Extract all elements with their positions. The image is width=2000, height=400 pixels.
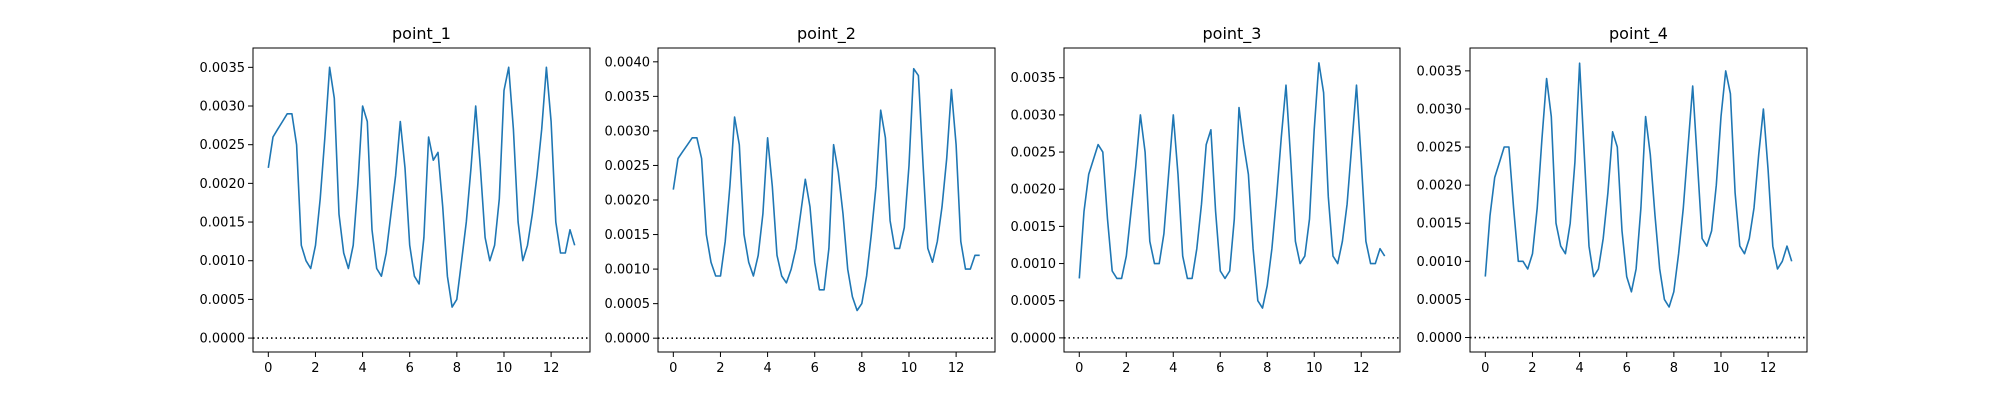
- y-tick-label: 0.0030: [200, 100, 246, 115]
- y-tick-label: 0.0030: [1011, 108, 1057, 123]
- y-tick-label: 0.0035: [200, 61, 246, 76]
- x-tick-label: 12: [1353, 361, 1370, 376]
- x-tick-label: 10: [901, 361, 918, 376]
- subplot-title: point_1: [392, 24, 451, 44]
- plot-area: 0 2 4 6 8 10 12 0.0000 0.0005 0.0010 0.0015 0.0020 0…: [605, 47, 996, 376]
- y-tick-label: 0.0030: [605, 124, 651, 139]
- y-tick-label: 0.0020: [1011, 183, 1057, 198]
- y-tick-label: 0.0025: [1417, 141, 1463, 156]
- y-tick-label: 0.0015: [605, 228, 651, 243]
- x-tick-label: 8: [858, 361, 866, 376]
- y-tick-label: 0.0025: [605, 159, 651, 174]
- x-tick-label: 8: [1263, 361, 1271, 376]
- subplot-point-4: point_4 0 2 4 6 8 10 12 0.0000 0.0005 0.0010 0.001…: [1417, 24, 1808, 376]
- y-tick-label: 0.0020: [1417, 179, 1463, 194]
- series-line: [267, 66, 576, 308]
- y-tick-label: 0.0035: [605, 90, 651, 105]
- x-tick-label: 8: [1670, 361, 1678, 376]
- plot-area: 0 2 4 6 8 10 12 0.0000 0.0005 0.0010 0.0015 0.0020 0…: [1011, 47, 1401, 376]
- y-tick-label: 0.0005: [605, 297, 651, 312]
- series-line: [672, 67, 980, 312]
- y-tick-label: 0.0040: [605, 55, 651, 70]
- y-tick-label: 0.0035: [1011, 71, 1057, 86]
- y-tick-label: 0.0015: [1011, 220, 1057, 235]
- y-tick-label: 0.0035: [1417, 64, 1463, 79]
- subplot-point-1: point_1 0 2 4 6 8 10 12 0.0000 0.0005 0.0010 0.001…: [200, 24, 591, 376]
- x-tick-label: 10: [496, 361, 513, 376]
- x-tick-label: 12: [543, 361, 560, 376]
- x-tick-label: 6: [811, 361, 819, 376]
- y-tick-label: 0.0010: [1417, 255, 1463, 270]
- subplot-title: point_3: [1203, 24, 1262, 44]
- y-tick-label: 0.0000: [605, 332, 651, 347]
- axes-frame: [1063, 47, 1401, 353]
- plot-area: 0 2 4 6 8 10 12 0.0000 0.0005 0.0010 0.0015 0.0020 0…: [200, 47, 591, 376]
- y-tick-label: 0.0030: [1417, 102, 1463, 117]
- x-tick-label: 6: [1216, 361, 1224, 376]
- axes-frame: [1469, 47, 1808, 353]
- y-tick-label: 0.0000: [1011, 331, 1057, 346]
- x-tick-label: 4: [1575, 361, 1583, 376]
- y-tick-label: 0.0025: [1011, 146, 1057, 161]
- y-tick-label: 0.0005: [1011, 294, 1057, 309]
- x-tick-label: 0: [669, 361, 677, 376]
- y-tick-label: 0.0015: [200, 216, 246, 231]
- x-tick-label: 10: [1306, 361, 1323, 376]
- y-tick-label: 0.0010: [200, 254, 246, 269]
- subplot-title: point_2: [797, 24, 856, 44]
- x-tick-label: 4: [358, 361, 366, 376]
- x-tick-label: 8: [453, 361, 461, 376]
- y-tick-label: 0.0010: [1011, 257, 1057, 272]
- y-tick-label: 0.0020: [605, 194, 651, 209]
- series-line: [1484, 62, 1793, 308]
- y-tick-label: 0.0025: [200, 138, 246, 153]
- x-tick-label: 2: [1528, 361, 1536, 376]
- x-tick-label: 10: [1713, 361, 1730, 376]
- x-tick-label: 6: [1623, 361, 1631, 376]
- y-tick-label: 0.0015: [1417, 217, 1463, 232]
- y-tick-label: 0.0005: [1417, 293, 1463, 308]
- x-tick-label: 12: [948, 361, 965, 376]
- x-tick-label: 4: [763, 361, 771, 376]
- y-tick-label: 0.0010: [605, 263, 651, 278]
- subplot-title: point_4: [1609, 24, 1668, 44]
- x-tick-label: 4: [1169, 361, 1177, 376]
- plot-area: 0 2 4 6 8 10 12 0.0000 0.0005 0.0010 0.0015 0.0020 0…: [1417, 47, 1808, 376]
- x-tick-label: 0: [1481, 361, 1489, 376]
- x-tick-label: 0: [264, 361, 272, 376]
- axes-frame: [252, 47, 591, 353]
- x-tick-label: 12: [1760, 361, 1777, 376]
- subplot-point-2: point_2 0 2 4 6 8 10 12 0.0000 0.0005 0.0010 0.001…: [605, 24, 996, 376]
- x-tick-label: 6: [406, 361, 414, 376]
- x-tick-label: 2: [311, 361, 319, 376]
- x-tick-label: 2: [1122, 361, 1130, 376]
- y-tick-label: 0.0000: [1417, 331, 1463, 346]
- y-tick-label: 0.0005: [200, 293, 246, 308]
- x-tick-label: 2: [716, 361, 724, 376]
- subplot-point-3: point_3 0 2 4 6 8 10 12 0.0000 0.0005 0.0010 0.001…: [1011, 24, 1401, 376]
- x-tick-label: 0: [1075, 361, 1083, 376]
- y-tick-label: 0.0020: [200, 177, 246, 192]
- series-line: [1078, 62, 1386, 309]
- y-tick-label: 0.0000: [200, 332, 246, 347]
